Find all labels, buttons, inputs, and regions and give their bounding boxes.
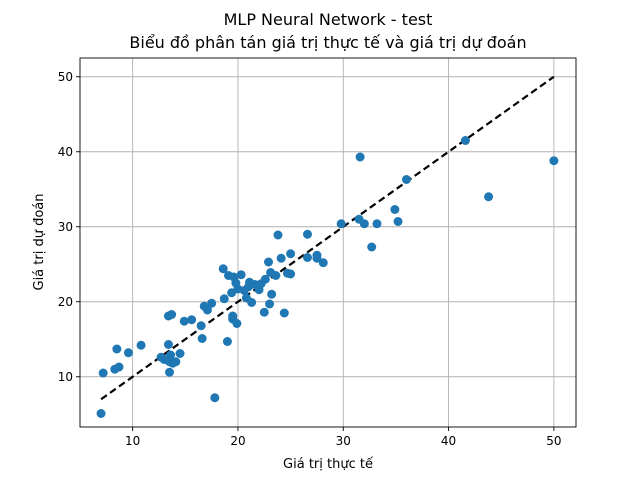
y-tick-label: 20 [58,295,73,309]
reference-line-layer [100,75,555,401]
x-tick-label: 30 [336,434,351,448]
scatter-point [210,393,220,403]
scatter-point [219,294,229,304]
scatter-point [123,348,133,358]
scatter-point [112,344,122,354]
scatter-point [207,298,217,308]
scatter-point [265,299,275,309]
scatter-point [302,253,312,262]
scatter-point [187,315,197,325]
y-axis-label: Giá trị dự đoán [32,193,47,290]
scatter-point [114,362,124,372]
x-tick-label: 50 [546,434,561,448]
scatter-point [355,152,365,162]
y-tick-label: 30 [58,220,73,234]
scatter-point [267,289,277,299]
y-tick-label: 10 [58,370,73,384]
x-tick-label: 10 [125,434,140,448]
scatter-point [136,340,146,350]
scatter-point [166,350,176,360]
chart-title: MLP Neural Network - test [224,10,433,29]
scatter-point [401,175,411,184]
scatter-point [372,219,382,229]
scatter-point [260,274,270,284]
scatter-point [171,357,181,367]
scatter-point [96,409,106,418]
scatter-point [393,217,403,226]
scatter-point [302,229,312,239]
x-tick-label: 20 [230,434,245,448]
scatter-point [336,219,346,229]
scatter-point [232,319,242,328]
scatter-point [202,305,212,315]
scatter-point [259,307,269,317]
scatter-point [273,230,283,240]
scatter-point [247,298,257,307]
scatter-point [484,192,494,202]
scatter-point [286,269,296,279]
scatter-point [318,258,328,268]
scatter-point [165,367,175,377]
axis-ticks: 10 20 30 40 50 10 20 30 40 50 [58,70,562,448]
scatter-point [367,242,377,252]
data-points [96,136,559,418]
x-tick-label: 40 [441,434,456,448]
reference-line [100,75,555,401]
plot-frame [79,57,577,428]
scatter-point [359,219,369,229]
scatter-point [179,316,189,326]
scatter-point [98,368,108,378]
grid-lines [80,58,576,427]
scatter-point [167,310,177,319]
scatter-point [549,156,559,166]
scatter-point [175,349,185,358]
scatter-point [197,334,207,343]
scatter-point [196,321,206,331]
scatter-point [271,271,281,280]
chart-subtitle: Biểu đồ phân tán giá trị thực tế và giá … [129,33,526,52]
scatter-point [236,270,246,280]
scatter-point [264,257,274,267]
scatter-point [163,340,173,349]
scatter-point [222,337,232,346]
scatter-point [218,264,228,274]
scatter-point [460,136,470,145]
scatter-point [286,249,296,259]
x-axis-label: Giá trị thực tế [283,457,373,472]
scatter-point [390,205,400,214]
scatter-point [312,253,322,263]
y-tick-label: 50 [58,70,73,84]
y-tick-label: 40 [58,145,73,159]
scatter-point [279,308,289,318]
scatter-point [276,253,286,263]
